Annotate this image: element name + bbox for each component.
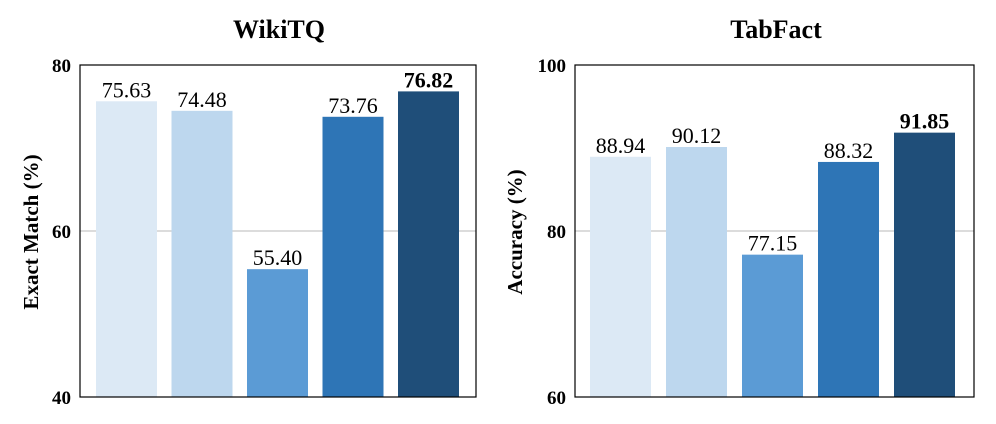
y-tick-label: 60 [547, 388, 566, 409]
bar [894, 132, 955, 397]
plot-frame [79, 64, 477, 398]
y-tick-labels: 60 80 100 [538, 56, 567, 409]
bar [96, 101, 157, 398]
chart-panel-tabfact: TabFact Accuracy (%) 88.94 90.12 77.15 88.3… [503, 15, 975, 409]
chart-title: WikiTQ [233, 15, 325, 44]
bars [96, 91, 459, 398]
y-tick-label: 40 [52, 388, 71, 409]
y-tick-label: 80 [547, 222, 566, 243]
bar-value-label: 77.15 [748, 231, 798, 256]
bar [742, 254, 803, 397]
bar [322, 116, 384, 398]
bar [818, 161, 879, 397]
y-tick-labels: 40 60 80 [52, 56, 71, 409]
bar-value-label: 90.12 [672, 123, 722, 148]
y-tick-label: 60 [52, 222, 71, 243]
y-tick-label: 100 [538, 56, 567, 77]
bar-value-label: 74.48 [177, 87, 227, 112]
bar-value-label: 76.82 [404, 67, 454, 92]
y-axis-label: Exact Match (%) [19, 154, 43, 309]
bar-value-label: 73.76 [328, 93, 378, 118]
bar-value-label: 88.32 [824, 138, 874, 163]
bars [590, 132, 955, 397]
bar [398, 91, 459, 398]
bar-value-label: 75.63 [102, 77, 152, 102]
bar [590, 156, 651, 397]
bar [666, 147, 727, 397]
plot-frame [574, 64, 975, 398]
value-labels: 75.63 74.48 55.40 73.76 76.82 [102, 67, 454, 270]
bar-value-label: 88.94 [596, 133, 646, 158]
bar [247, 269, 308, 397]
y-axis-label: Accuracy (%) [503, 169, 527, 294]
bar-value-label: 55.40 [253, 245, 303, 270]
bar-value-label: 91.85 [900, 109, 950, 134]
y-tick-label: 80 [52, 56, 71, 77]
chart-title: TabFact [730, 15, 822, 44]
bar [171, 110, 233, 397]
value-labels: 88.94 90.12 77.15 88.32 91.85 [596, 109, 950, 256]
chart-panel-wikitq: WikiTQ Exact Match (%) 75.63 74.48 55.40 73… [19, 15, 477, 409]
